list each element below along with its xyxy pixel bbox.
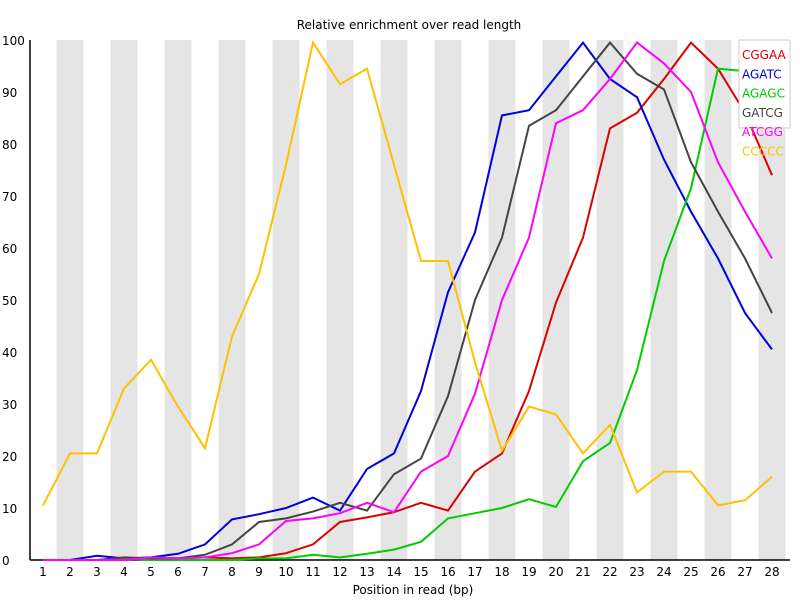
x-tick-label: 23 [629, 565, 644, 579]
chart-title: Relative enrichment over read length [297, 18, 522, 32]
x-tick-label: 16 [440, 565, 455, 579]
y-tick-label: 100 [2, 34, 25, 48]
series-lines [42, 39, 773, 561]
legend: CGGAA AGATC AGAGC GATCG ATCGG CCCCC [738, 39, 791, 159]
series-line-AGATC [43, 40, 773, 561]
x-tick-label: 9 [255, 565, 263, 579]
x-tick-label: 1 [39, 565, 47, 579]
x-tick-label: 22 [602, 565, 617, 579]
y-tick-label: 0 [2, 554, 10, 568]
x-tick-label: 12 [332, 565, 347, 579]
y-tick-label: 50 [2, 294, 17, 308]
y-tick-label: 40 [2, 346, 17, 360]
band [110, 40, 138, 560]
legend-entry: CGGAA [742, 48, 787, 62]
x-tick-label: 25 [683, 565, 698, 579]
x-tick-label: 27 [737, 565, 752, 579]
series-line-ATCGG [43, 41, 773, 561]
x-tick-label: 3 [93, 565, 101, 579]
band [218, 40, 246, 560]
x-axis-ticks: 1 2 3 4 5 6 7 8 9 10 11 12 13 14 15 16 17 18 19 20 21 22 23 24 2… [39, 565, 779, 579]
x-tick-label: 13 [359, 565, 374, 579]
y-axis-ticks: 0 10 20 30 40 50 60 70 80 90 100 [2, 34, 25, 568]
x-tick-label: 5 [147, 565, 155, 579]
x-tick-label: 7 [201, 565, 209, 579]
legend-entry: AGAGC [742, 87, 785, 101]
series-line-CCCCC [42, 40, 773, 507]
x-tick-label: 8 [228, 565, 236, 579]
band [326, 40, 354, 560]
x-tick-label: 4 [120, 565, 128, 579]
y-tick-label: 70 [2, 190, 17, 204]
series-line-AGAGC [43, 39, 773, 561]
x-tick-label: 6 [174, 565, 182, 579]
y-tick-label: 80 [2, 138, 17, 152]
x-tick-label: 14 [386, 565, 401, 579]
y-tick-label: 60 [2, 242, 17, 256]
x-tick-label: 28 [764, 565, 779, 579]
legend-entry: ATCGG [742, 125, 783, 139]
x-tick-label: 20 [548, 565, 563, 579]
legend-box [738, 39, 791, 129]
band [380, 40, 408, 560]
y-tick-label: 30 [2, 398, 17, 412]
x-tick-label: 11 [305, 565, 320, 579]
x-tick-label: 2 [66, 565, 74, 579]
band [164, 40, 192, 560]
band [434, 40, 462, 560]
x-tick-label: 18 [494, 565, 509, 579]
band [56, 40, 84, 560]
x-tick-label: 19 [521, 565, 536, 579]
x-axis-label: Position in read (bp) [353, 583, 474, 597]
y-tick-label: 20 [2, 450, 17, 464]
legend-entry: CCCCC [742, 145, 784, 159]
band [596, 40, 624, 560]
legend-entry: AGATC [742, 67, 782, 81]
y-tick-label: 90 [2, 86, 17, 100]
y-tick-label: 10 [2, 502, 17, 516]
x-tick-label: 10 [278, 565, 293, 579]
x-tick-label: 21 [575, 565, 590, 579]
x-tick-label: 26 [710, 565, 725, 579]
x-tick-label: 24 [656, 565, 671, 579]
legend-entry: GATCG [742, 106, 783, 120]
x-tick-label: 15 [413, 565, 428, 579]
band [704, 40, 732, 560]
x-tick-label: 17 [467, 565, 482, 579]
background-bands [56, 40, 786, 560]
